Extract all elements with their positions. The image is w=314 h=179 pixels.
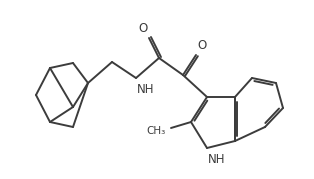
Text: O: O (197, 39, 206, 52)
Text: NH: NH (137, 83, 154, 96)
Text: CH₃: CH₃ (147, 126, 166, 136)
Text: NH: NH (208, 153, 225, 166)
Text: O: O (139, 22, 148, 35)
